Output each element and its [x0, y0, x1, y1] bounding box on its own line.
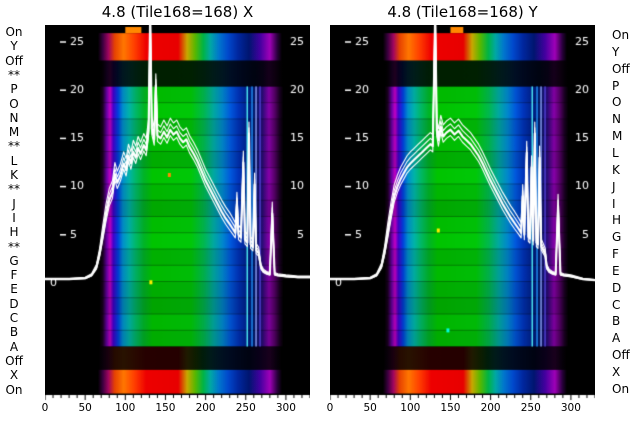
row-label: C: [612, 297, 621, 312]
row-label: H: [612, 213, 622, 228]
row-label: Off: [5, 353, 23, 368]
row-label: P: [10, 82, 18, 97]
row-label: On: [5, 25, 23, 39]
row-label: Off: [612, 61, 630, 76]
x-tick-label: 100: [115, 402, 136, 414]
x-tick-label: 50: [363, 402, 377, 414]
x-tick-label: 50: [78, 402, 92, 414]
row-label: A: [9, 339, 19, 354]
row-label: On: [612, 381, 630, 396]
heatmap-y-canvas: [330, 25, 595, 401]
row-label: O: [612, 95, 622, 110]
x-tick-label: 300: [275, 402, 296, 414]
heatmap-x-canvas: [45, 25, 310, 401]
row-label: On: [612, 28, 630, 42]
row-label: G: [612, 230, 622, 245]
x-tick-label: 100: [400, 402, 421, 414]
panel-title-y: 4.8 (Tile168=168) Y: [387, 3, 538, 21]
x-tick-label: 250: [520, 402, 541, 414]
x-tick-label: 0: [41, 402, 49, 414]
row-label: I: [612, 196, 616, 211]
x-tick-label: 150: [440, 402, 461, 414]
flag-asterisks: **: [8, 182, 20, 197]
row-label: M: [612, 129, 623, 144]
row-label: F: [10, 268, 18, 283]
row-label: Y: [612, 44, 620, 59]
row-label: X: [612, 365, 621, 379]
flag-asterisks: **: [8, 239, 20, 254]
row-label: Off: [612, 348, 630, 363]
row-label: E: [612, 263, 620, 278]
row-label: X: [9, 368, 19, 383]
row-label: L: [10, 153, 18, 168]
row-label: M: [8, 125, 20, 140]
row-label: I: [12, 210, 16, 225]
row-label: Off: [5, 53, 23, 68]
row-label: C: [9, 311, 19, 325]
row-label: H: [9, 225, 19, 240]
row-label: L: [612, 145, 619, 160]
x-tick-label: 0: [326, 402, 334, 414]
row-label: P: [612, 78, 620, 93]
row-label: F: [612, 247, 619, 262]
row-label: O: [9, 96, 19, 111]
x-tick-label: 200: [195, 402, 216, 414]
row-label: J: [612, 179, 616, 194]
x-tick-label: 200: [480, 402, 501, 414]
flag-asterisks: **: [8, 139, 20, 154]
row-label: B: [9, 325, 19, 340]
row-label: E: [10, 282, 18, 297]
x-axis-labels-right-panel: 0 50 100 150 200 250 300: [327, 402, 595, 418]
x-tick-label: 150: [155, 402, 176, 414]
row-label: On: [5, 382, 23, 397]
left-row-labels: On Y Off ** P O N M ** L K ** J I H ** G F E D C B A Off X On: [0, 0, 28, 440]
flag-asterisks: **: [8, 67, 20, 82]
row-label: N: [612, 112, 621, 127]
x-tick-label: 300: [560, 402, 581, 414]
row-label: D: [9, 296, 19, 311]
x-tick-label: 250: [235, 402, 256, 414]
row-label: D: [612, 280, 622, 295]
row-label: Y: [10, 39, 18, 54]
row-label: A: [612, 331, 621, 346]
x-axis-labels-left-panel: 0 50 100 150 200 250 300: [42, 402, 310, 418]
row-label: K: [10, 168, 18, 182]
row-label: N: [9, 110, 19, 125]
right-row-labels: On Y Off P O N M L K J I H G F E D C B A Off X On: [609, 0, 639, 440]
row-label: J: [12, 196, 16, 211]
row-label: B: [612, 314, 621, 329]
row-label: G: [9, 253, 19, 268]
row-label: K: [612, 162, 620, 177]
panel-title-x: 4.8 (Tile168=168) X: [101, 3, 254, 21]
